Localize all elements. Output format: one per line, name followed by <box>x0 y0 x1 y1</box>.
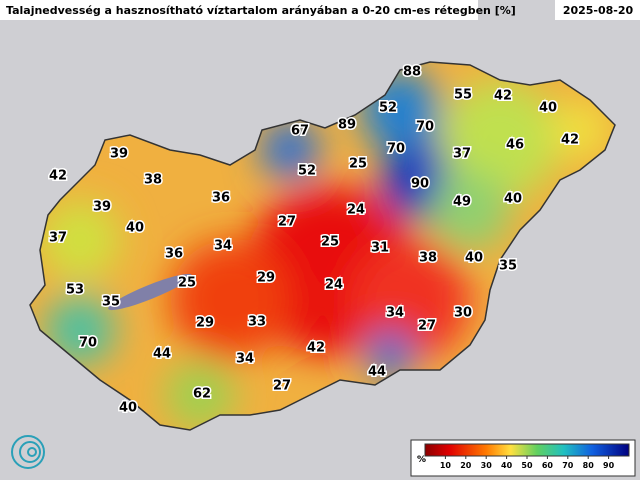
station-value: 44 <box>153 347 171 362</box>
colorbar-tick-label: 60 <box>542 461 554 470</box>
station-value: 49 <box>453 195 471 210</box>
station-value: 70 <box>387 142 405 157</box>
station-value: 52 <box>379 101 397 116</box>
station-value: 40 <box>119 401 137 416</box>
station-value: 33 <box>248 315 266 330</box>
station-value: 34 <box>386 306 404 321</box>
station-value: 55 <box>454 88 472 103</box>
colorbar-unit: % <box>417 455 426 465</box>
station-value: 38 <box>419 251 437 266</box>
station-value: 37 <box>49 231 67 246</box>
colorbar-tick-label: 80 <box>583 461 595 470</box>
station-value: 27 <box>278 215 296 230</box>
station-value: 31 <box>371 241 389 256</box>
station-value: 42 <box>49 169 67 184</box>
station-value: 46 <box>506 138 524 153</box>
station-value: 25 <box>321 235 339 250</box>
station-value: 24 <box>347 203 365 218</box>
title-box <box>0 0 478 20</box>
station-value: 29 <box>257 271 275 286</box>
station-value: 88 <box>403 65 421 80</box>
colorbar-tick-label: 40 <box>501 461 513 470</box>
date: 2025-08-20 <box>563 4 634 17</box>
station-value: 40 <box>126 221 144 236</box>
station-value: 70 <box>79 336 97 351</box>
colorbar-tick-label: 20 <box>460 461 472 470</box>
station-value: 70 <box>416 120 434 135</box>
station-value: 35 <box>499 259 517 274</box>
station-value: 37 <box>453 147 471 162</box>
station-value: 29 <box>196 316 214 331</box>
station-value: 38 <box>144 173 162 188</box>
date-box <box>555 0 640 20</box>
colorbar <box>424 443 630 457</box>
colorbar-tick-label: 10 <box>440 461 452 470</box>
station-value: 34 <box>214 239 232 254</box>
station-value: 30 <box>454 306 472 321</box>
station-value: 34 <box>236 352 254 367</box>
station-value: 62 <box>193 387 211 402</box>
station-value: 42 <box>307 341 325 356</box>
station-value: 25 <box>178 276 196 291</box>
colorbar-tick-label: 50 <box>521 461 533 470</box>
station-value: 90 <box>411 177 429 192</box>
colorbar-tick-label: 30 <box>481 461 493 470</box>
station-value: 35 <box>102 295 120 310</box>
station-value: 27 <box>273 379 291 394</box>
station-value: 40 <box>504 192 522 207</box>
colorbar-tick-label: 90 <box>603 461 615 470</box>
station-value: 36 <box>212 191 230 206</box>
station-value: 39 <box>110 147 128 162</box>
station-value: 36 <box>165 247 183 262</box>
station-value: 40 <box>539 101 557 116</box>
station-value: 24 <box>325 278 343 293</box>
station-value: 89 <box>338 118 356 133</box>
station-value: 39 <box>93 200 111 215</box>
station-value: 40 <box>465 251 483 266</box>
station-value: 42 <box>494 89 512 104</box>
station-value: 27 <box>418 319 436 334</box>
title: Talajnedvesség a hasznosítható víztartal… <box>6 4 516 17</box>
logo <box>11 435 45 469</box>
station-value: 25 <box>349 157 367 172</box>
station-value: 44 <box>368 365 386 380</box>
station-value: 53 <box>66 283 84 298</box>
station-value: 42 <box>561 133 579 148</box>
station-value: 67 <box>291 124 309 139</box>
station-value: 52 <box>298 164 316 179</box>
colorbar-tick-label: 70 <box>562 461 574 470</box>
